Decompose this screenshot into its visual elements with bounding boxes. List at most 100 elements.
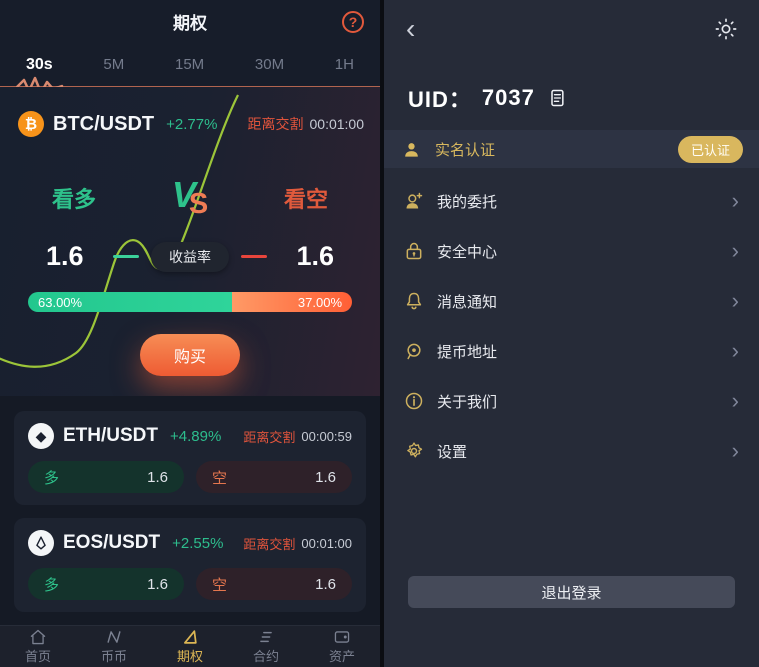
eos-market-row: EOS/USDT +2.55% 距离交割 00:01:00 — [28, 530, 352, 557]
menu-item-withdraw-address[interactable]: 提币地址 › — [384, 326, 759, 376]
long-label: 多 — [44, 469, 60, 487]
help-icon[interactable]: ? — [342, 11, 364, 33]
chevron-right-icon: › — [731, 438, 739, 463]
market-list: ◆ ETH/USDT +4.89% 距离交割 00:00:59 多 1.6 空 — [0, 396, 380, 626]
copy-uid-icon[interactable] — [547, 88, 567, 108]
bear-odds: 1.6 — [296, 241, 334, 272]
chevron-right-icon: › — [731, 338, 739, 363]
short-label: 空 — [212, 576, 228, 594]
eos-short-button[interactable]: 空 1.6 — [196, 568, 352, 601]
page-title: 期权 — [173, 14, 207, 34]
tab-15m[interactable]: 15M — [174, 56, 205, 74]
btc-change: +2.77% — [166, 115, 218, 133]
menu-item-settings[interactable]: 设置 › — [384, 426, 759, 476]
menu-item-security[interactable]: 安全中心 › — [384, 226, 759, 276]
eth-market-card[interactable]: ◆ ETH/USDT +4.89% 距离交割 00:00:59 多 1.6 空 — [14, 411, 366, 506]
eth-delivery: 距离交割 00:00:59 — [243, 427, 352, 446]
yield-group: 收益率 — [113, 241, 267, 272]
short-label: 空 — [212, 469, 228, 487]
eos-market-card[interactable]: EOS/USDT +2.55% 距离交割 00:01:00 多 1.6 空 1.… — [14, 518, 366, 613]
bull-bear-row: 看多 V S 看空 — [0, 177, 380, 219]
btc-market-row: ₿ BTC/USDT +2.77% 距离交割 00:01:00 — [0, 87, 380, 138]
countdown-value: 00:01:00 — [301, 535, 352, 551]
verify-row[interactable]: 实名认证 已认证 — [384, 130, 759, 168]
bottom-nav: 首页 币币 期权 合约 — [0, 625, 380, 667]
bear-percent: 37.00% — [297, 294, 342, 310]
tab-1h[interactable]: 1H — [334, 56, 354, 74]
eth-short-button[interactable]: 空 1.6 — [196, 461, 352, 494]
buy-button[interactable]: 购买 — [140, 334, 240, 377]
bull-odds: 1.6 — [46, 241, 84, 272]
nav-label: 币币 — [100, 648, 127, 664]
eos-pair-label: EOS/USDT — [63, 532, 161, 554]
short-odds: 1.6 — [315, 575, 336, 593]
help-glyph: ? — [348, 14, 358, 30]
nav-options[interactable]: 期权 — [152, 626, 228, 667]
menu-label: 安全中心 — [437, 243, 498, 261]
tab-30m[interactable]: 30M — [254, 56, 285, 74]
eth-market-row: ◆ ETH/USDT +4.89% 距离交割 00:00:59 — [28, 423, 352, 450]
tab-5m[interactable]: 5M — [103, 56, 125, 74]
eth-change: +4.89% — [170, 427, 222, 445]
long-odds: 1.6 — [147, 468, 168, 486]
chevron-right-icon: › — [731, 238, 739, 263]
timeframe-tabs: 30s 5M 15M 30M 1H — [0, 43, 380, 95]
account-menu: 我的委托 › 安全中心 › 消息通知 › — [384, 168, 759, 476]
delivery-label: 距离交割 — [243, 429, 296, 445]
yield-rate-pill: 收益率 — [151, 241, 229, 272]
countdown-value: 00:01:00 — [309, 116, 365, 133]
eos-glyph — [36, 536, 46, 550]
nav-spot[interactable]: 币币 — [76, 626, 152, 667]
bull-progress: 63.00% — [28, 292, 233, 313]
tab-30s[interactable]: 30s — [26, 55, 53, 73]
nav-label: 首页 — [24, 648, 51, 664]
menu-label: 关于我们 — [437, 393, 498, 411]
theme-sun-icon[interactable] — [715, 18, 737, 40]
nav-assets[interactable]: 资产 — [304, 626, 380, 667]
uid-value: 7037 — [481, 85, 535, 110]
bear-label: 看空 — [283, 187, 328, 213]
eth-glyph: ◆ — [35, 427, 47, 444]
eth-icon: ◆ — [28, 423, 54, 450]
wallet-icon — [334, 630, 350, 643]
chevron-right-icon: › — [731, 388, 739, 413]
vs-s-glyph: S — [188, 188, 209, 221]
nav-label: 资产 — [328, 648, 355, 664]
left-header: 期权 ? — [0, 0, 380, 44]
eos-change: +2.55% — [172, 534, 224, 552]
menu-item-about[interactable]: 关于我们 › — [384, 376, 759, 426]
vs-graphic: V S — [172, 177, 208, 219]
bear-progress: 37.00% — [232, 292, 352, 313]
home-icon — [30, 629, 46, 644]
info-icon — [405, 392, 423, 410]
menu-item-notifications[interactable]: 消息通知 › — [384, 276, 759, 326]
eth-pair-label: ETH/USDT — [63, 425, 158, 447]
back-icon[interactable]: ‹ — [406, 13, 416, 44]
uid-row: UID： 7037 — [384, 58, 759, 130]
gear-icon — [407, 442, 423, 458]
red-dash — [241, 255, 267, 259]
logout-button[interactable]: 退出登录 — [408, 576, 735, 608]
location-pin-icon — [407, 343, 421, 360]
btc-pair-label: BTC/USDT — [53, 112, 155, 135]
eos-side-pills: 多 1.6 空 1.6 — [28, 568, 352, 601]
eth-side-pills: 多 1.6 空 1.6 — [28, 461, 352, 494]
long-label: 多 — [44, 576, 60, 594]
menu-label: 提币地址 — [437, 343, 498, 361]
nav-home[interactable]: 首页 — [0, 626, 76, 667]
short-odds: 1.6 — [315, 468, 336, 486]
nav-label: 期权 — [176, 648, 203, 664]
eos-icon — [28, 530, 54, 557]
nav-contracts[interactable]: 合约 — [228, 626, 304, 667]
menu-item-orders[interactable]: 我的委托 › — [384, 176, 759, 226]
delivery-label: 距离交割 — [247, 116, 304, 133]
contracts-lines-icon — [260, 631, 272, 642]
verified-badge: 已认证 — [677, 135, 743, 163]
menu-label: 消息通知 — [437, 293, 498, 311]
bull-percent: 63.00% — [38, 294, 83, 310]
eth-long-button[interactable]: 多 1.6 — [28, 461, 184, 494]
account-panel: ‹ UID： 7037 — [380, 0, 759, 667]
eos-long-button[interactable]: 多 1.6 — [28, 568, 184, 601]
person-icon — [405, 142, 418, 157]
